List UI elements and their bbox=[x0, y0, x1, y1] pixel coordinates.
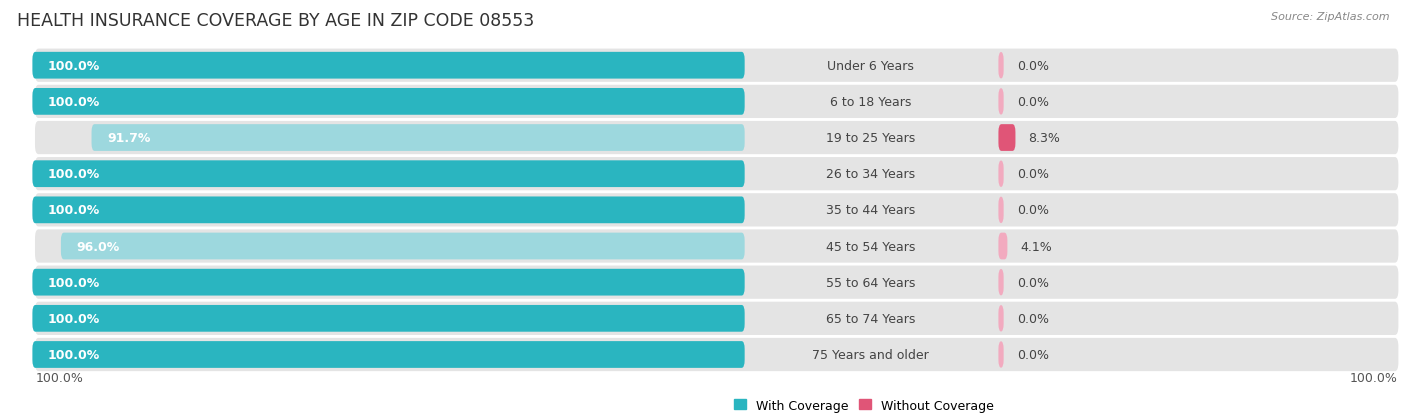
Legend: With Coverage, Without Coverage: With Coverage, Without Coverage bbox=[734, 399, 994, 412]
FancyBboxPatch shape bbox=[35, 194, 1399, 227]
Text: 100.0%: 100.0% bbox=[48, 204, 100, 217]
FancyBboxPatch shape bbox=[35, 85, 1399, 119]
Text: 4.1%: 4.1% bbox=[1021, 240, 1052, 253]
Text: 0.0%: 0.0% bbox=[1017, 312, 1049, 325]
FancyBboxPatch shape bbox=[998, 161, 1004, 188]
Text: 100.0%: 100.0% bbox=[48, 312, 100, 325]
FancyBboxPatch shape bbox=[35, 230, 1399, 263]
Text: 100.0%: 100.0% bbox=[48, 276, 100, 289]
Text: 6 to 18 Years: 6 to 18 Years bbox=[830, 96, 911, 109]
FancyBboxPatch shape bbox=[32, 53, 745, 79]
FancyBboxPatch shape bbox=[35, 158, 1399, 191]
Text: 35 to 44 Years: 35 to 44 Years bbox=[827, 204, 915, 217]
FancyBboxPatch shape bbox=[32, 305, 745, 332]
FancyBboxPatch shape bbox=[35, 302, 1399, 335]
Text: 0.0%: 0.0% bbox=[1017, 348, 1049, 361]
FancyBboxPatch shape bbox=[998, 89, 1004, 116]
Text: 19 to 25 Years: 19 to 25 Years bbox=[827, 132, 915, 145]
FancyBboxPatch shape bbox=[998, 197, 1004, 224]
Text: 96.0%: 96.0% bbox=[76, 240, 120, 253]
FancyBboxPatch shape bbox=[32, 341, 745, 368]
Text: 65 to 74 Years: 65 to 74 Years bbox=[827, 312, 915, 325]
Text: 0.0%: 0.0% bbox=[1017, 168, 1049, 181]
Text: 100.0%: 100.0% bbox=[48, 96, 100, 109]
Text: 0.0%: 0.0% bbox=[1017, 59, 1049, 73]
FancyBboxPatch shape bbox=[32, 269, 745, 296]
Text: 45 to 54 Years: 45 to 54 Years bbox=[827, 240, 915, 253]
FancyBboxPatch shape bbox=[998, 53, 1004, 79]
FancyBboxPatch shape bbox=[998, 233, 1007, 260]
FancyBboxPatch shape bbox=[60, 233, 745, 260]
Text: 75 Years and older: 75 Years and older bbox=[813, 348, 929, 361]
Text: 55 to 64 Years: 55 to 64 Years bbox=[827, 276, 915, 289]
Text: 26 to 34 Years: 26 to 34 Years bbox=[827, 168, 915, 181]
Text: HEALTH INSURANCE COVERAGE BY AGE IN ZIP CODE 08553: HEALTH INSURANCE COVERAGE BY AGE IN ZIP … bbox=[17, 12, 534, 30]
Text: 91.7%: 91.7% bbox=[107, 132, 150, 145]
FancyBboxPatch shape bbox=[32, 161, 745, 188]
FancyBboxPatch shape bbox=[35, 266, 1399, 299]
FancyBboxPatch shape bbox=[35, 50, 1399, 83]
Text: 8.3%: 8.3% bbox=[1029, 132, 1060, 145]
Text: 100.0%: 100.0% bbox=[48, 59, 100, 73]
Text: Under 6 Years: Under 6 Years bbox=[827, 59, 914, 73]
FancyBboxPatch shape bbox=[91, 125, 745, 152]
FancyBboxPatch shape bbox=[35, 338, 1399, 371]
FancyBboxPatch shape bbox=[998, 269, 1004, 296]
Text: 0.0%: 0.0% bbox=[1017, 276, 1049, 289]
FancyBboxPatch shape bbox=[998, 125, 1015, 152]
FancyBboxPatch shape bbox=[32, 197, 745, 224]
Text: Source: ZipAtlas.com: Source: ZipAtlas.com bbox=[1271, 12, 1389, 22]
Text: 100.0%: 100.0% bbox=[48, 348, 100, 361]
Text: 0.0%: 0.0% bbox=[1017, 204, 1049, 217]
FancyBboxPatch shape bbox=[35, 121, 1399, 155]
Text: 0.0%: 0.0% bbox=[1017, 96, 1049, 109]
Text: 100.0%: 100.0% bbox=[1350, 371, 1398, 384]
FancyBboxPatch shape bbox=[998, 305, 1004, 332]
Text: 100.0%: 100.0% bbox=[48, 168, 100, 181]
Text: 100.0%: 100.0% bbox=[35, 371, 83, 384]
FancyBboxPatch shape bbox=[998, 341, 1004, 368]
FancyBboxPatch shape bbox=[32, 89, 745, 116]
